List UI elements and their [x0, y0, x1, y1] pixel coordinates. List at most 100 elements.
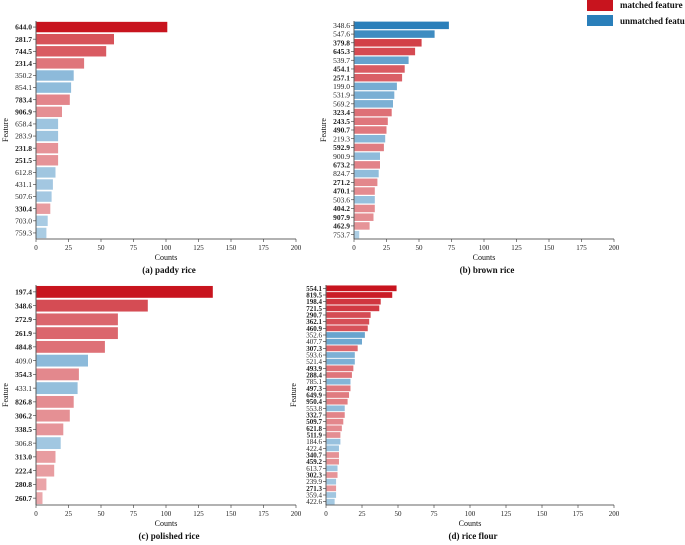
x-tick-label: 0 — [324, 510, 328, 518]
bar-261.9 — [36, 327, 118, 340]
bar-281.7 — [36, 33, 114, 45]
bar-462.9 — [354, 222, 370, 230]
y-tick-label: 593.6 — [306, 351, 322, 359]
panel-caption: (b) brown rice — [460, 265, 515, 275]
bar-509.7 — [326, 418, 344, 425]
bar-348.6 — [36, 299, 148, 312]
y-tick-label: 613.7 — [306, 465, 322, 473]
bar-649.9 — [326, 392, 350, 398]
y-tick-label: 621.8 — [306, 425, 322, 433]
bar-359.4 — [326, 492, 337, 498]
bar-621.8 — [326, 425, 342, 432]
bar-407.7 — [326, 338, 362, 345]
bar-819.5 — [326, 292, 393, 298]
bar-239.9 — [326, 478, 337, 485]
bar-323.4 — [354, 108, 392, 117]
x-axis-label: Counts — [459, 519, 482, 528]
bar-184.6 — [326, 438, 341, 445]
x-axis-label: Counts — [155, 253, 178, 262]
y-tick-label: 354.3 — [15, 370, 32, 379]
x-tick-label: 100 — [161, 244, 172, 252]
bar-271.3 — [326, 485, 337, 492]
bar-306.8 — [36, 437, 61, 450]
y-tick-label: 283.9 — [15, 132, 32, 141]
bar-553.8 — [326, 405, 345, 412]
legend-item-matched: matched feature — [587, 0, 683, 11]
y-tick-label: 819.5 — [306, 291, 322, 299]
legend-label-matched: matched feature — [620, 0, 683, 10]
bar-753.7 — [354, 230, 360, 239]
x-tick-label: 0 — [352, 244, 356, 252]
y-tick-label: 348.6 — [15, 301, 32, 310]
y-tick-label: 462.9 — [333, 222, 350, 231]
y-tick-label: 431.1 — [15, 180, 32, 189]
y-tick-label: 199.0 — [333, 82, 350, 91]
x-tick-label: 50 — [98, 244, 106, 252]
bar-507.6 — [36, 191, 52, 202]
y-tick-label: 243.5 — [333, 117, 350, 126]
panel-rice-flour: 554.1819.5198.4721.5290.7362.1460.9352.6… — [289, 285, 620, 541]
bar-409.0 — [36, 354, 88, 367]
bar-404.2 — [354, 204, 375, 213]
bar-290.7 — [326, 312, 371, 318]
y-tick-label: 422.6 — [306, 498, 322, 506]
y-tick-label: 409.0 — [15, 356, 32, 365]
bar-783.4 — [36, 94, 70, 105]
bar-222.4 — [36, 464, 55, 477]
bar-900.9 — [354, 152, 380, 160]
x-tick-label: 150 — [544, 244, 555, 252]
y-tick-label: 338.5 — [15, 425, 32, 434]
bar-493.9 — [326, 365, 354, 372]
bar-490.7 — [354, 126, 387, 134]
x-tick-label: 125 — [193, 244, 204, 252]
x-tick-label: 125 — [511, 244, 522, 252]
y-tick-label: 231.8 — [15, 144, 32, 153]
x-tick-label: 150 — [226, 510, 237, 518]
panel-caption: (d) rice flour — [449, 531, 498, 541]
y-tick-label: 197.4 — [15, 288, 32, 297]
panel-polished-rice: 197.4 348.6 272.9 261.9 484.8 409.0 354.3 433.1… — [1, 285, 302, 541]
bar-307.3 — [326, 345, 358, 352]
bar-539.7 — [354, 56, 409, 64]
panel-paddy-rice: 644.0 281.7 744.5 231.4 350.2 854.1 783.4 906.9… — [1, 21, 302, 275]
y-tick-label: 459.2 — [306, 458, 322, 466]
bar-521.4 — [326, 358, 355, 365]
bar-511.9 — [326, 432, 341, 438]
bar-785.1 — [326, 378, 351, 385]
y-tick-label: 307.3 — [306, 345, 322, 353]
bar-283.9 — [36, 130, 59, 142]
y-tick-label: 231.4 — [15, 59, 32, 68]
bar-199.0 — [354, 82, 397, 91]
y-tick-label: 554.1 — [306, 285, 322, 293]
y-tick-label: 484.8 — [15, 343, 32, 352]
y-tick-label: 460.9 — [306, 325, 322, 333]
y-tick-label: 753.7 — [333, 230, 350, 239]
x-tick-label: 25 — [65, 244, 73, 252]
y-tick-label: 531.9 — [333, 91, 350, 100]
y-tick-label: 239.9 — [306, 478, 322, 486]
x-tick-label: 50 — [395, 510, 403, 518]
bar-854.1 — [36, 82, 72, 93]
y-tick-label: 703.0 — [15, 216, 32, 225]
bar-231.8 — [36, 142, 59, 154]
y-tick-label: 490.7 — [333, 126, 350, 135]
bar-613.7 — [326, 465, 338, 472]
y-tick-label: 330.4 — [15, 204, 32, 213]
y-tick-label: 222.4 — [15, 466, 32, 475]
y-tick-label: 649.9 — [306, 391, 322, 399]
legend-swatch-matched — [587, 0, 613, 11]
bar-547.6 — [354, 30, 435, 38]
bar-531.9 — [354, 91, 395, 99]
bar-260.7 — [36, 492, 43, 505]
y-tick-label: 281.7 — [15, 35, 32, 44]
bar-362.1 — [326, 318, 370, 325]
x-tick-label: 125 — [501, 510, 512, 518]
y-tick-label: 288.4 — [306, 371, 322, 379]
y-tick-label: 422.4 — [306, 445, 322, 453]
bar-721.5 — [326, 305, 380, 312]
y-tick-label: 407.7 — [306, 338, 322, 346]
x-tick-label: 100 — [161, 510, 172, 518]
legend: matched feature unmatched feature — [587, 0, 685, 26]
x-tick-label: 0 — [34, 510, 38, 518]
x-axis-label: Counts — [155, 519, 178, 528]
